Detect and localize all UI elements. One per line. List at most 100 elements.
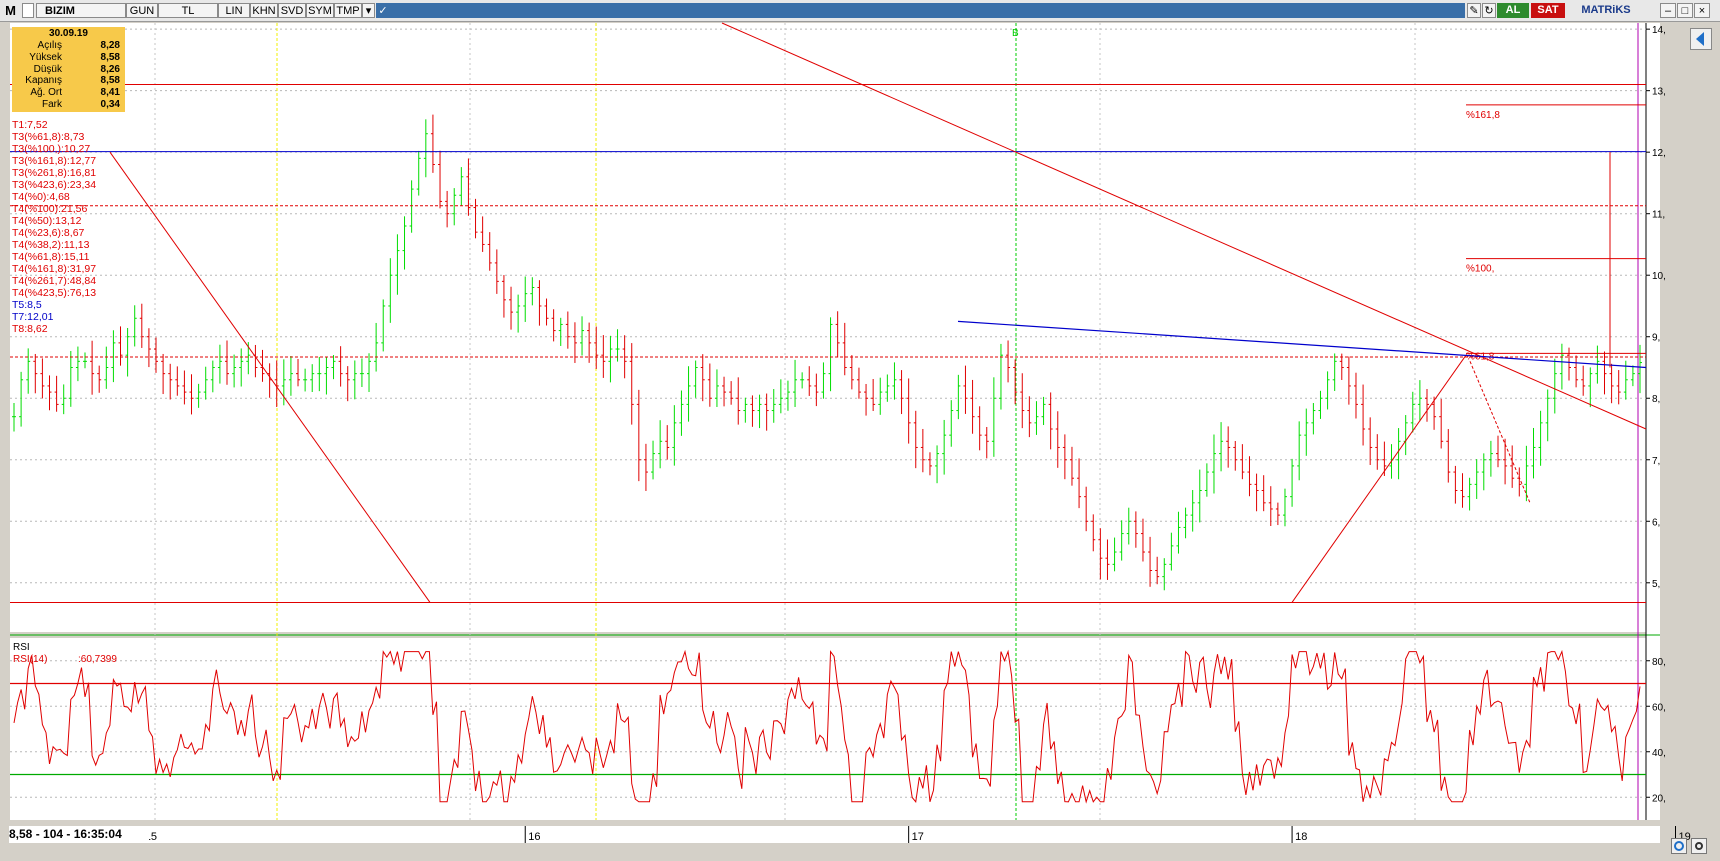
y-tick-label: 5, — [1652, 579, 1660, 590]
fib-label: %161,8 — [1466, 110, 1500, 121]
maximize-icon[interactable]: □ — [1677, 3, 1693, 18]
time-axis-bg — [10, 826, 1660, 843]
y-tick-label: 11, — [1652, 210, 1665, 221]
level-item: T8:8,62 — [12, 323, 48, 335]
rsi-value: :60,7399 — [78, 654, 117, 665]
info-value: 8,58 — [100, 75, 120, 87]
title-bar — [390, 3, 1465, 18]
info-label: Düşük — [33, 63, 62, 75]
rsi-tick-label: 80, — [1652, 657, 1666, 668]
close-icon[interactable]: × — [1694, 3, 1710, 18]
level-item: T4(%100):21,56 — [12, 203, 88, 215]
level-item: T4(%61,8):15,11 — [12, 251, 90, 263]
x-tick-label: 18 — [1295, 831, 1307, 843]
buy-button[interactable]: AL — [1497, 3, 1529, 18]
pencil-icon[interactable]: ✎ — [1467, 3, 1481, 18]
khn-button[interactable]: KHN — [250, 3, 278, 18]
info-label: Açılış — [37, 40, 62, 51]
info-value: 8,58 — [100, 51, 120, 63]
info-row: Kapanış 8,58 — [12, 75, 125, 87]
info-row: Yüksek 8,58 — [12, 52, 125, 64]
price-panel — [10, 23, 1646, 632]
y-tick-label: 10, — [1652, 271, 1666, 282]
rsi-line — [13, 649, 1641, 804]
rsi-tick-label: 40, — [1652, 748, 1666, 759]
chart-toolbar: M BIZIM GUN TL LIN KHN SVD SYM TMP ▾ ✓ ✎… — [0, 0, 1720, 22]
trend-line — [721, 22, 1647, 430]
info-value: 8,26 — [100, 63, 120, 75]
info-row: Açılış 8,28 — [12, 40, 125, 52]
info-value: 8,41 — [100, 87, 120, 99]
sync-icon[interactable] — [1671, 838, 1687, 854]
chart-background — [0, 22, 1720, 861]
y-tick-label: 6, — [1652, 517, 1660, 528]
status-readout: 8,58 - 104 - 16:35:04 — [9, 826, 149, 843]
brand-logo: MATRiKS — [1581, 4, 1631, 16]
info-row: Ağ. Ort 8,41 — [12, 87, 125, 99]
level-item: T3(%423,6):23,34 — [12, 179, 97, 191]
y-tick-label: 7, — [1652, 456, 1660, 467]
level-item: T3(%261,8):16,81 — [12, 167, 97, 179]
sym-button[interactable]: SYM — [306, 3, 334, 18]
level-item: T3(%61,8):8,73 — [12, 131, 85, 143]
trend-line — [1291, 354, 1467, 603]
info-row: Fark 0,34 — [12, 99, 125, 111]
marker-label: B — [1012, 28, 1019, 39]
level-item: T7:12,01 — [12, 311, 54, 323]
candle-series — [12, 114, 1642, 591]
fib-label: %100, — [1466, 264, 1494, 275]
info-label: Kapanış — [25, 75, 62, 87]
trend-line-dashed — [1469, 361, 1531, 504]
y-tick-label: 14, — [1652, 25, 1666, 36]
level-item: T4(%23,6):8,67 — [12, 227, 85, 239]
y-tick-label: 13, — [1652, 87, 1666, 98]
level-item: T4(%38,2):11,13 — [12, 239, 90, 251]
chart-area[interactable]: B %161,8%100,%61,8 14,13,12,11,10,9,8,7,… — [0, 22, 1720, 861]
matriks-menu-icon[interactable]: M — [5, 3, 16, 18]
axis-bg — [1646, 23, 1660, 820]
symbol-field[interactable]: BIZIM — [36, 3, 126, 18]
level-item: T1:7,52 — [12, 119, 48, 131]
rsi-tick-label: 20, — [1652, 793, 1666, 804]
level-item: T4(%50):13,12 — [12, 215, 82, 227]
rsi-title: RSI — [13, 642, 30, 653]
svd-button[interactable]: SVD — [278, 3, 306, 18]
y-tick-label: 12, — [1652, 148, 1666, 159]
scale-button[interactable]: LIN — [218, 3, 250, 18]
arrow-left-icon[interactable] — [1690, 28, 1712, 50]
vertical-markers: B — [276, 23, 1019, 820]
level-item: T3(%161,8):12,77 — [12, 155, 97, 167]
level-item: T4(%161,8):31,97 — [12, 263, 97, 275]
tmp-button[interactable]: TMP — [334, 3, 362, 18]
level-list: T1:7,52 T3(%61,8):8,73 T3(%100,):10,27 T3(%… — [12, 119, 96, 335]
minimize-icon[interactable]: – — [1660, 3, 1676, 18]
info-value: 0,34 — [100, 98, 120, 110]
level-item: T4(%0):4,68 — [12, 191, 70, 203]
x-tick-label: 17 — [912, 831, 924, 843]
refresh-icon[interactable]: ↻ — [1482, 3, 1496, 18]
settings-icon[interactable] — [1691, 838, 1707, 854]
info-row: Düşük 8,26 — [12, 64, 125, 76]
trend-line — [109, 151, 431, 603]
level-item: T4(%423,5):76,13 — [12, 287, 97, 299]
period-button[interactable]: GUN — [126, 3, 158, 18]
y-tick-label: 8, — [1652, 394, 1660, 405]
info-label: Yüksek — [29, 51, 62, 63]
level-item: T4(%261,7):48,84 — [12, 275, 97, 287]
level-item: T3(%100,):10,27 — [12, 143, 91, 155]
info-value: 8,28 — [100, 40, 120, 51]
drawings: %161,8%100,%61,8 — [10, 22, 1647, 603]
grid-icon[interactable] — [22, 3, 34, 18]
sell-button[interactable]: SAT — [1531, 3, 1565, 18]
rsi-tick-label: 60, — [1652, 702, 1666, 713]
level-item: T5:8,5 — [12, 299, 42, 311]
info-label: Ağ. Ort — [30, 87, 62, 99]
info-label: Fark — [42, 98, 62, 110]
y-tick-label: 9, — [1652, 333, 1660, 344]
price-axis: 14, 13, 12, 11, 10, 9, 8, 7, 6, 5, — [1646, 25, 1666, 590]
info-date: 30.09.19 — [49, 28, 88, 39]
checkmark-icon[interactable]: ✓ — [376, 3, 390, 18]
currency-button[interactable]: TL — [158, 3, 218, 18]
chevron-down-icon[interactable]: ▾ — [362, 3, 375, 18]
